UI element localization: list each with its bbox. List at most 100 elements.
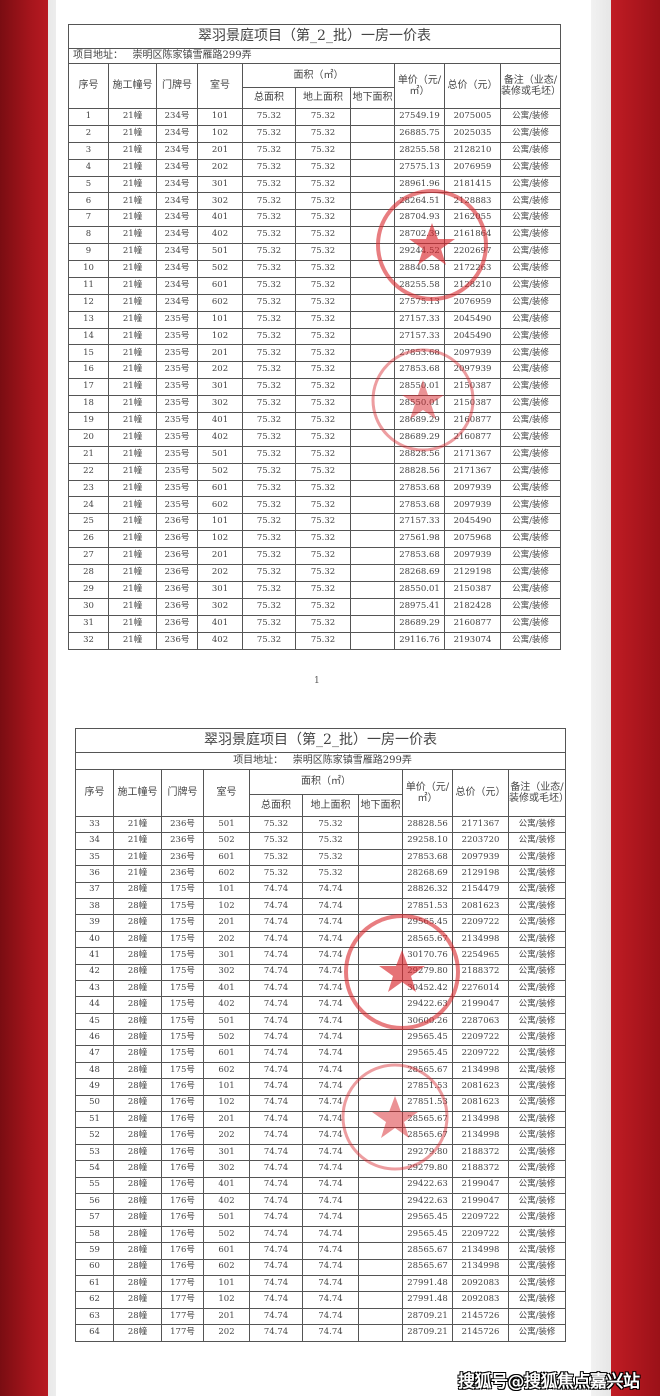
cell-building: 21幢: [108, 496, 157, 515]
header-area-total: 总面积: [242, 87, 296, 109]
cell-area-above: 75.32: [295, 260, 351, 278]
cell-seq: 12: [68, 293, 109, 312]
table-row: 49 28幢 176号 101 74.74 74.74 27851.53 2081623 公寓/…: [75, 1078, 567, 1096]
table-row: 52 28幢 176号 202 74.74 74.74 28565.67 2134998 公寓/…: [75, 1127, 567, 1145]
cell-seq: 9: [68, 243, 109, 262]
cell-area-below: [350, 226, 395, 245]
header-area-group: 面积（㎡）: [242, 63, 395, 88]
cell-door: 176号: [161, 1209, 204, 1227]
cell-room: 401: [197, 614, 243, 633]
cell-unit-price: 29565.45: [402, 1029, 453, 1047]
cell-unit-price: 29279.80: [402, 1143, 453, 1162]
table-row: 42 28幢 175号 302 74.74 74.74 29279.80 2188372 公寓/…: [75, 963, 567, 981]
cell-remark: 公寓/装修: [499, 631, 562, 650]
cell-unit-price: 29565.45: [402, 914, 453, 932]
cell-area-below: [358, 1029, 403, 1047]
cell-seq: 27: [68, 547, 109, 566]
cell-remark: 公寓/装修: [507, 1061, 567, 1080]
cell-seq: 51: [75, 1111, 114, 1129]
cell-remark: 公寓/装修: [507, 1274, 567, 1293]
cell-building: 21幢: [108, 597, 157, 616]
cell-area-above: 75.32: [295, 158, 351, 177]
cell-area-below: [358, 1192, 403, 1211]
cell-building: 28幢: [113, 1111, 162, 1129]
header-seq: 序号: [75, 769, 114, 817]
cell-door: 175号: [161, 914, 204, 932]
cell-unit-price: 28565.67: [402, 930, 453, 949]
cell-seq: 22: [68, 462, 109, 481]
cell-total-price: 2097939: [452, 848, 509, 867]
table-row: 38 28幢 175号 102 74.74 74.74 27851.53 2081623 公寓/…: [75, 897, 567, 916]
cell-remark: 公寓/装修: [499, 462, 562, 481]
cell-remark: 公寓/装修: [499, 108, 562, 126]
cell-area-total: 74.74: [249, 1111, 303, 1129]
cell-door: 175号: [161, 963, 204, 981]
cell-room: 101: [197, 310, 243, 329]
cell-area-total: 75.32: [249, 848, 303, 867]
cell-building: 28幢: [113, 1127, 162, 1145]
cell-seq: 28: [68, 564, 109, 582]
cell-building: 21幢: [108, 192, 157, 211]
table-row: 18 21幢 235号 302 75.32 75.32 28550.01 2150387 公寓/…: [68, 395, 562, 414]
cell-area-total: 74.74: [249, 1209, 303, 1227]
cell-total-price: 2128883: [444, 192, 501, 211]
cell-area-below: [358, 1012, 403, 1031]
table-row: 54 28幢 176号 302 74.74 74.74 29279.80 2188372 公寓/…: [75, 1160, 567, 1178]
cell-unit-price: 28550.01: [394, 378, 445, 397]
header-door: 门牌号: [156, 63, 198, 109]
cell-area-total: 75.32: [242, 462, 296, 481]
cell-remark: 公寓/装修: [507, 1078, 567, 1096]
cell-room: 202: [203, 1127, 250, 1145]
cell-unit-price: 28550.01: [394, 395, 445, 414]
cell-area-below: [350, 310, 395, 329]
cell-area-above: 75.32: [295, 310, 351, 329]
cell-remark: 公寓/装修: [507, 963, 567, 981]
cell-area-below: [358, 930, 403, 949]
cell-area-below: [358, 815, 403, 834]
table-row: 35 21幢 236号 601 75.32 75.32 27853.68 2097939 公寓/…: [75, 848, 567, 867]
cell-building: 28幢: [113, 1160, 162, 1178]
cell-building: 21幢: [108, 344, 157, 363]
cell-unit-price: 28826.32: [402, 881, 453, 899]
cell-remark: 公寓/装修: [499, 293, 562, 312]
cell-area-above: 74.74: [302, 1307, 359, 1326]
cell-building: 21幢: [108, 530, 157, 549]
table-row: 8 21幢 234号 402 75.32 75.32 28702.39 2161864 公寓/装…: [68, 226, 562, 245]
cell-area-below: [358, 897, 403, 916]
cell-area-below: [350, 547, 395, 566]
table-row: 20 21幢 235号 402 75.32 75.32 28689.29 2160877 公寓/…: [68, 428, 562, 447]
cell-unit-price: 28702.39: [394, 226, 445, 245]
cell-unit-price: 27157.33: [394, 310, 445, 329]
cell-remark: 公寓/装修: [507, 1111, 567, 1129]
cell-remark: 公寓/装修: [507, 1029, 567, 1047]
cell-unit-price: 27991.48: [402, 1291, 453, 1309]
cell-area-total: 75.32: [242, 479, 296, 498]
cell-door: 177号: [161, 1307, 204, 1326]
cell-remark: 公寓/装修: [507, 1209, 567, 1227]
cell-unit-price: 27561.98: [394, 530, 445, 549]
cell-door: 175号: [161, 979, 204, 998]
cell-seq: 31: [68, 614, 109, 633]
cell-unit-price: 28689.29: [394, 428, 445, 447]
cell-area-total: 75.32: [242, 175, 296, 194]
sheet-title: 翠羽景庭项目（第_2_批）一房一价表: [74, 728, 567, 753]
page-number: 1: [314, 676, 320, 686]
cell-seq: 50: [75, 1094, 114, 1113]
cell-unit-price: 28828.56: [402, 815, 453, 834]
cell-total-price: 2160877: [444, 428, 501, 447]
cell-area-above: 74.74: [302, 1192, 359, 1211]
header-door: 门牌号: [161, 769, 204, 817]
cell-area-above: 75.32: [295, 564, 351, 582]
cell-door: 234号: [156, 175, 198, 194]
cell-remark: 公寓/装修: [499, 209, 562, 228]
cell-area-total: 75.32: [242, 243, 296, 262]
cell-area-above: 74.74: [302, 1274, 359, 1293]
cell-total-price: 2193074: [444, 631, 501, 650]
cell-door: 235号: [156, 479, 198, 498]
cell-door: 235号: [156, 445, 198, 464]
cell-room: 501: [203, 815, 250, 834]
cell-remark: 公寓/装修: [507, 815, 567, 834]
cell-building: 21幢: [108, 108, 157, 126]
cell-remark: 公寓/装修: [499, 361, 562, 380]
cell-door: 176号: [161, 1176, 204, 1194]
